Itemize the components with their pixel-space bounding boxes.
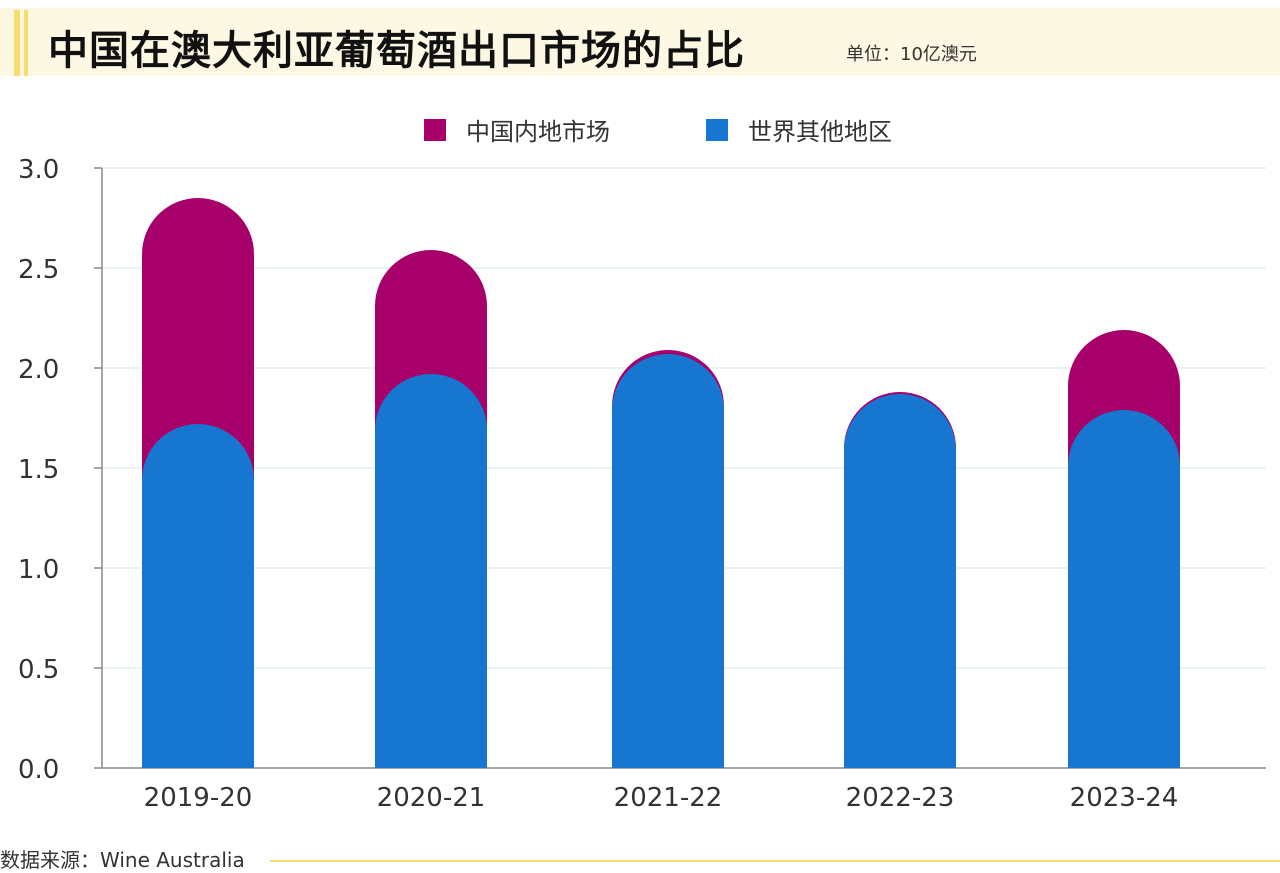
legend-label-world: 世界其他地区	[748, 118, 892, 146]
y-tick-label-0: 0.0	[18, 755, 59, 785]
x-tick-label-2022-23: 2022-23	[846, 783, 955, 813]
y-tick-label-2: 1.0	[18, 555, 59, 585]
source-divider	[270, 860, 1280, 862]
legend-item-world: 世界其他地区	[706, 112, 892, 147]
bar-world-2019-20	[142, 424, 254, 768]
y-tick-label-6: 3.0	[18, 155, 59, 185]
bar-world-2020-21	[375, 374, 487, 768]
legend-item-china: 中国内地市场	[424, 112, 610, 147]
source-note: 数据来源：Wine Australia	[0, 848, 245, 872]
legend-swatch-world	[706, 118, 728, 141]
bar-world-2023-24	[1068, 410, 1180, 768]
bar-world-2022-23	[844, 394, 956, 768]
x-tick-label-2019-20: 2019-20	[144, 783, 253, 813]
x-tick-label-2023-24: 2023-24	[1070, 783, 1179, 813]
y-tick-label-1: 0.5	[18, 655, 59, 685]
x-tick-label-2021-22: 2021-22	[614, 783, 723, 813]
y-tick-label-4: 2.0	[18, 355, 59, 385]
legend-label-china: 中国内地市场	[466, 118, 610, 146]
bar-world-2021-22	[612, 354, 724, 768]
title-accent-bar-thin	[24, 10, 28, 76]
legend-swatch-china	[424, 118, 446, 141]
unit-label: 单位：10亿澳元	[846, 44, 977, 65]
title-accent-bar	[14, 10, 20, 76]
y-tick-label-3: 1.5	[18, 455, 59, 485]
title-band	[0, 8, 1280, 76]
y-tick-label-5: 2.5	[18, 255, 59, 285]
x-tick-label-2020-21: 2020-21	[377, 783, 486, 813]
chart-title: 中国在澳大利亚葡萄酒出口市场的占比	[48, 28, 745, 74]
